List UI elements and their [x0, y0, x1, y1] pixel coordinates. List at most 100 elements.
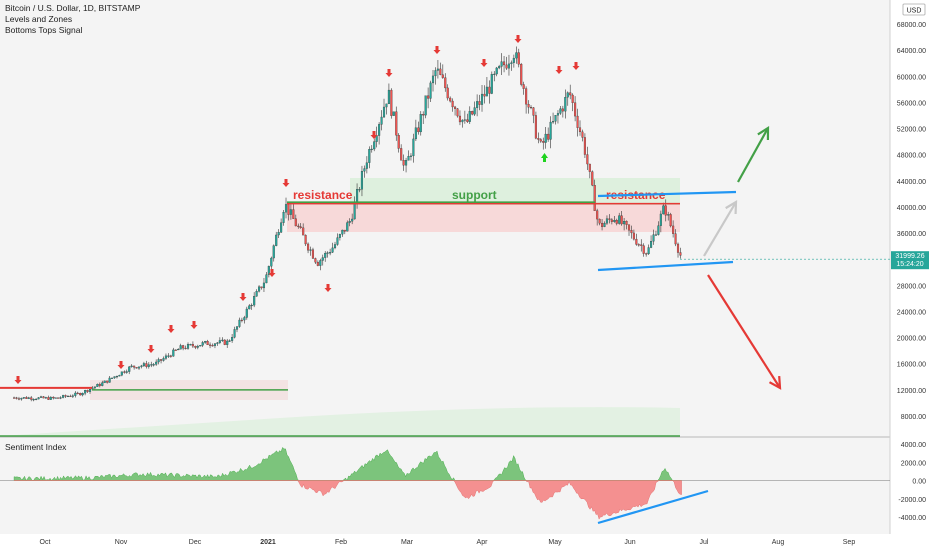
candle-body [238, 319, 241, 327]
candle-body [13, 397, 16, 399]
candle-body [245, 308, 248, 318]
sentiment-panel-title[interactable]: Sentiment Index [5, 442, 67, 452]
bear-projection-arrow-shaft [707, 274, 781, 389]
candle-body [74, 392, 77, 396]
candle-body [402, 160, 405, 166]
candle-body [157, 359, 160, 363]
candle-body [316, 262, 319, 266]
candle-body [382, 106, 386, 118]
candle-body [659, 213, 662, 226]
candle-body [140, 365, 143, 367]
candle-body [574, 102, 577, 117]
candle-body [133, 365, 136, 368]
candle-body [164, 355, 168, 359]
candle-body [674, 233, 677, 245]
sentiment-divergence-line [597, 489, 709, 525]
bear-projection-arrow [707, 274, 782, 390]
candle-body [623, 221, 626, 225]
price-tick-label: 48000.00 [897, 153, 926, 160]
indicator-levels-zones[interactable]: Levels and Zones [5, 14, 73, 24]
candle-body [522, 84, 525, 89]
time-tick-label: Mar [401, 539, 414, 546]
symbol-title[interactable]: Bitcoin / U.S. Dollar, 1D, BITSTAMP [5, 3, 141, 13]
candle-body [390, 89, 393, 116]
candle-body [561, 108, 564, 112]
price-tick-label: 60000.00 [897, 74, 926, 81]
top-signal-marker [324, 284, 332, 292]
candle-body [596, 210, 599, 220]
candle-body [142, 363, 145, 367]
candle-body [351, 218, 354, 222]
candle-body [137, 366, 141, 369]
candle-body [255, 291, 258, 297]
candle-body [324, 252, 327, 258]
candle-body [177, 349, 180, 351]
candle-body [520, 64, 523, 85]
price-tick-label: 16000.00 [897, 362, 926, 369]
candle-body [444, 77, 447, 89]
indicator-bottoms-tops[interactable]: Bottoms Tops Signal [5, 25, 83, 35]
candle-body [258, 286, 261, 292]
candle-body [209, 344, 212, 346]
candle-body [478, 101, 481, 105]
candle-body [534, 115, 537, 139]
candle-body [128, 366, 131, 372]
candle-body [331, 247, 334, 253]
candle-body [42, 396, 45, 399]
candle-body [270, 257, 273, 267]
candle-body [429, 82, 432, 99]
candle-body [98, 383, 101, 386]
candle-body [473, 107, 476, 115]
candle-body [630, 230, 633, 234]
candle-body [490, 74, 493, 94]
last-price-countdown: 15:24:20 [896, 261, 923, 268]
candle-body [309, 249, 312, 251]
resistance-label-left: resistance [293, 188, 353, 202]
candle-body [235, 326, 239, 330]
candle-body [59, 397, 62, 399]
price-axis-bg [890, 0, 932, 550]
candle-body [253, 296, 256, 306]
candle-body [304, 234, 307, 245]
price-tick-label: 24000.00 [897, 309, 926, 316]
currency-badge[interactable] [902, 3, 926, 16]
candle-body [539, 139, 542, 142]
bull-projection-arrow [737, 125, 770, 183]
candle-body [618, 215, 621, 224]
sentiment-tick-label: 2000.00 [901, 460, 926, 467]
candle-body [162, 358, 165, 361]
candle-body [493, 73, 496, 75]
time-axis-bg [0, 534, 932, 550]
candle-body [667, 214, 670, 216]
candle-body [62, 395, 65, 398]
candle-body [409, 155, 413, 157]
candle-body [326, 252, 329, 254]
candle-body [213, 343, 217, 346]
channel-bottom-line [597, 260, 734, 272]
candle-body [15, 397, 18, 399]
candle-body [642, 245, 645, 254]
price-tick-label: 36000.00 [897, 231, 926, 238]
candle-body [228, 340, 231, 342]
candle-body [88, 389, 92, 392]
candle-body [86, 390, 89, 392]
candle-body [586, 154, 589, 165]
candle-body [333, 244, 337, 249]
sentiment-pane-bg [0, 438, 890, 534]
candle-body [135, 367, 138, 369]
candle-body [476, 101, 479, 108]
top-signal-marker [370, 131, 378, 139]
candle-body [495, 67, 498, 75]
candle-body [556, 113, 560, 116]
candle-body [650, 241, 653, 248]
candle-body [647, 247, 650, 255]
neutral-projection-arrow-head [725, 200, 738, 215]
candle-body [147, 364, 150, 367]
top-signal-marker [190, 321, 198, 329]
candle-body [223, 339, 226, 345]
candle-body [243, 317, 246, 321]
candle-body [321, 257, 324, 261]
candle-body [456, 108, 459, 117]
candle-body [123, 371, 126, 373]
